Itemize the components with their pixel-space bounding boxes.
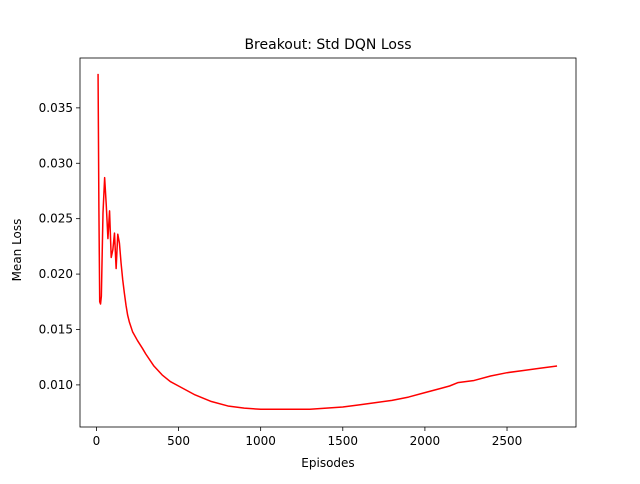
x-tick-label: 1500 — [328, 434, 359, 448]
x-axis-label: Episodes — [301, 456, 354, 470]
chart-title: Breakout: Std DQN Loss — [244, 37, 411, 53]
y-tick-label: 0.010 — [39, 378, 73, 392]
x-tick-label: 0 — [93, 434, 101, 448]
x-tick-label: 1000 — [245, 434, 276, 448]
x-tick-label: 2000 — [410, 434, 441, 448]
y-tick-label: 0.025 — [39, 212, 73, 226]
axes-layer: 0 500 1000 1500 2000 2500 0.010 0.015 0.020 0.025… — [39, 57, 577, 448]
y-tick-label: 0.015 — [39, 322, 73, 336]
series-line-0 — [97, 73, 558, 411]
y-tick-label: 0.030 — [39, 156, 73, 170]
plot-layer — [97, 73, 558, 411]
x-tick-label: 2500 — [492, 434, 523, 448]
y-tick-label: 0.020 — [39, 267, 73, 281]
y-tick-label: 0.035 — [39, 101, 73, 115]
plot-frame — [79, 57, 577, 428]
y-axis-label: Mean Loss — [10, 219, 24, 282]
x-tick-label: 500 — [167, 434, 190, 448]
